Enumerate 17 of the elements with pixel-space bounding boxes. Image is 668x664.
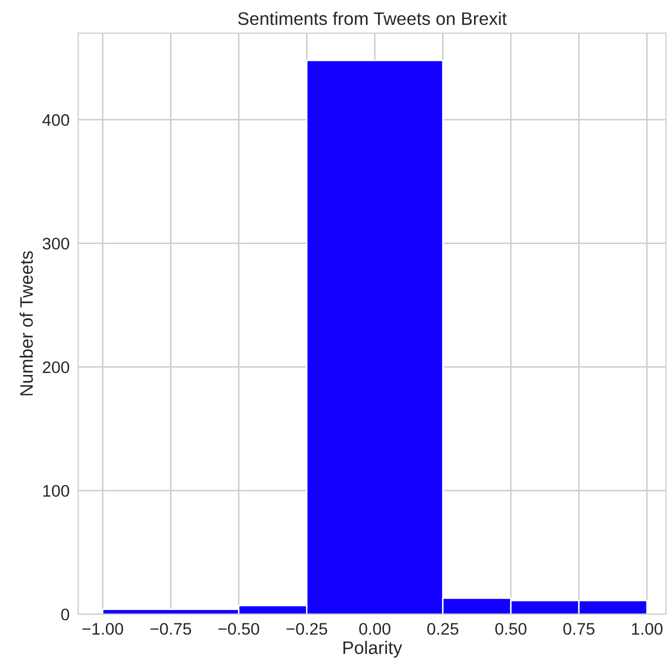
- y-tick-label: 200: [42, 361, 70, 374]
- x-tick-label: 0.25: [427, 622, 458, 635]
- y-tick-label: 0: [61, 608, 70, 620]
- x-tick-label: −0.75: [150, 622, 192, 635]
- x-axis-title: Polarity: [343, 640, 402, 658]
- chart-title: Sentiments from Tweets on Brexit: [238, 12, 507, 26]
- y-axis-title: Number of Tweets: [20, 251, 33, 396]
- y-tick-label: 400: [42, 114, 70, 126]
- x-tick-label: 0.75: [563, 622, 594, 635]
- x-tick-label: −1.00: [82, 622, 124, 635]
- x-tick-label: 0.50: [495, 622, 526, 635]
- y-tick-label: 100: [43, 484, 70, 497]
- x-tick-label: −0.50: [218, 622, 260, 635]
- x-tick-label: 1.00: [632, 622, 663, 635]
- x-tick-label: −0.25: [286, 622, 328, 635]
- x-tick-label: 0.00: [359, 622, 390, 635]
- y-tick-label: 300: [42, 238, 70, 250]
